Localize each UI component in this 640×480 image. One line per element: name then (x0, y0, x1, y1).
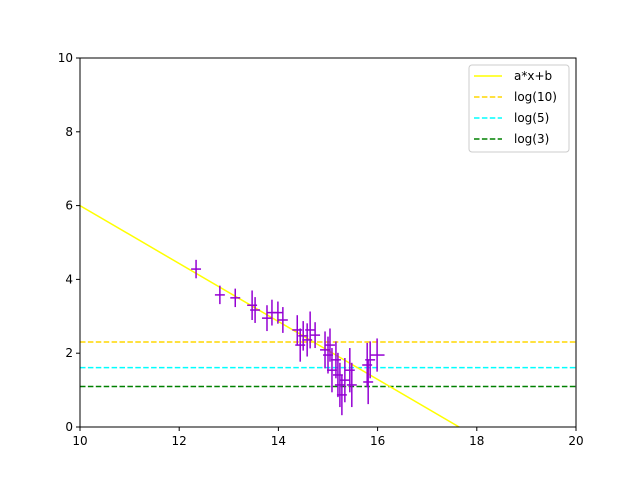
plot-area (80, 204, 576, 427)
x-tick-label: 20 (568, 434, 583, 448)
x-tick-label: 18 (469, 434, 484, 448)
data-point (325, 328, 335, 362)
data-point (369, 338, 385, 372)
y-tick-label: 4 (65, 272, 73, 286)
legend-label: log(10) (514, 90, 557, 104)
data-point (339, 357, 350, 403)
data-point (277, 307, 288, 333)
x-tick-label: 12 (172, 434, 187, 448)
y-tick-label: 2 (65, 346, 73, 360)
data-point (191, 259, 202, 279)
legend: a*x+b log(10) log(5) log(3) (468, 64, 570, 153)
data-point (230, 288, 241, 308)
data-point (330, 341, 341, 379)
data-point (365, 341, 376, 379)
data-point (363, 359, 374, 405)
data-point (334, 362, 345, 408)
data-point (305, 311, 316, 349)
x-tick-label: 14 (271, 434, 286, 448)
data-point (250, 297, 261, 323)
data-point (346, 362, 357, 408)
legend-box (468, 64, 570, 153)
y-tick-label: 0 (65, 420, 73, 434)
x-tick-label: 16 (370, 434, 385, 448)
axes-frame (79, 57, 577, 428)
legend-label: a*x+b (514, 69, 552, 83)
data-point (262, 305, 272, 332)
legend-label: log(3) (514, 132, 549, 146)
data-point (214, 285, 225, 305)
legend-label: log(5) (514, 111, 549, 125)
y-tick-label: 6 (65, 199, 73, 213)
data-point (310, 322, 321, 349)
y-tick-label: 8 (65, 125, 73, 139)
y-tick-label: 10 (58, 51, 73, 65)
x-tick-label: 10 (72, 434, 87, 448)
